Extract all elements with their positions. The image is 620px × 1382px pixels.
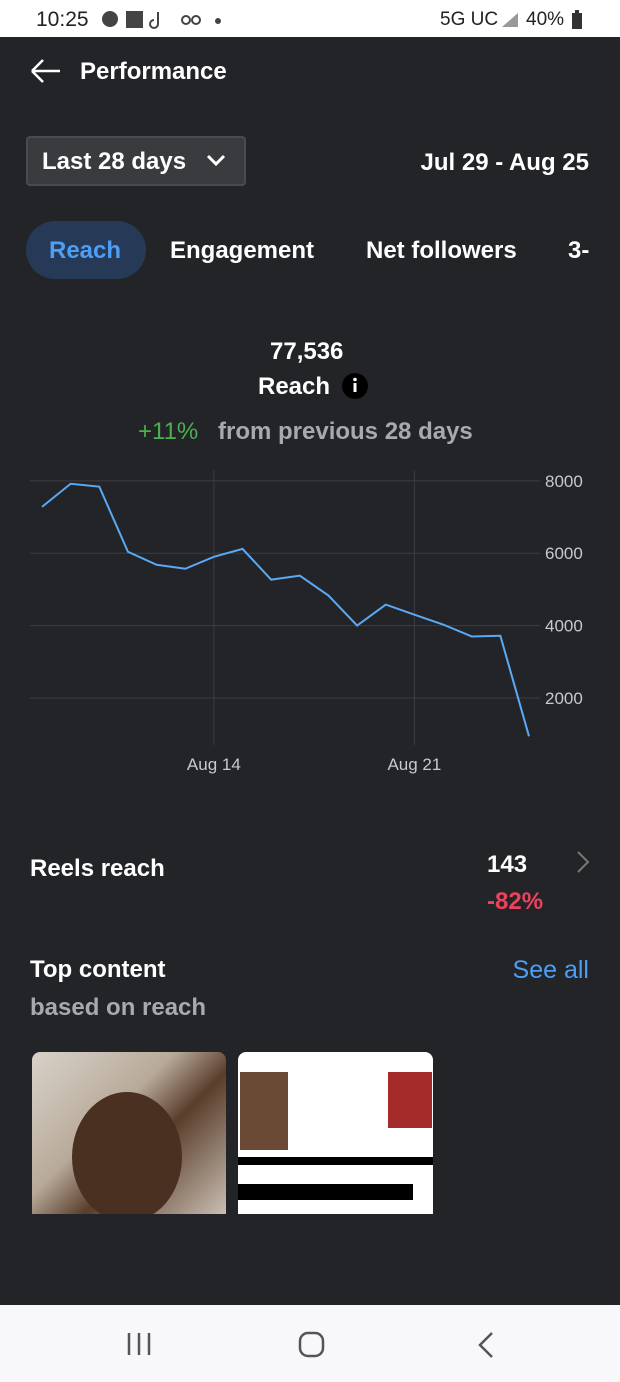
back[interactable] xyxy=(477,1331,495,1359)
thumbnail-photo xyxy=(240,1072,288,1150)
content-thumbnail[interactable] xyxy=(32,1052,226,1214)
time: 10:25 xyxy=(36,8,89,31)
notification-icons xyxy=(102,11,221,29)
reels-value: 143 xyxy=(487,851,528,878)
thumbnail-band xyxy=(238,1184,413,1200)
network: 5G UC xyxy=(440,9,499,30)
date-range: Jul 29 - Aug 25 xyxy=(420,149,590,176)
reach-value: 77,536 xyxy=(270,338,344,365)
thumbnail-band xyxy=(238,1157,433,1165)
chevron xyxy=(206,154,226,167)
reels-change: -82% xyxy=(487,888,544,915)
range-label: Last 28 days xyxy=(42,148,187,175)
page-title: Performance xyxy=(80,58,227,85)
top-content-title: Top content xyxy=(30,956,166,983)
chart: 2000 4000 6000 8000 Aug 14 Aug 21 xyxy=(30,470,583,774)
range-dropdown[interactable]: Last 28 days xyxy=(26,136,246,186)
see-all[interactable]: See all xyxy=(512,956,589,984)
x-tick-label: Aug 21 xyxy=(387,755,441,774)
change-text: from previous 28 days xyxy=(218,418,473,445)
reels-label: Reels reach xyxy=(30,855,165,882)
signal-icon xyxy=(502,13,518,27)
nav-bar xyxy=(0,1305,620,1382)
tab[interactable]: Engagement xyxy=(170,237,315,264)
back-button[interactable] xyxy=(30,58,62,84)
tab[interactable]: 3- xyxy=(568,237,590,264)
thumbnail-crest xyxy=(388,1072,432,1128)
y-tick-label: 6000 xyxy=(545,544,583,563)
thumbnail-figure xyxy=(72,1092,182,1214)
tab-active-bg xyxy=(26,221,146,279)
x-tick-label: Aug 14 xyxy=(187,755,241,774)
top-content-subtitle: based on reach xyxy=(30,994,207,1021)
home[interactable] xyxy=(298,1331,326,1359)
change: +11% xyxy=(138,418,199,445)
reach-label: Reach xyxy=(258,373,331,400)
line-series xyxy=(41,482,530,737)
y-tick-label: 2000 xyxy=(545,689,583,708)
reels-chevron[interactable] xyxy=(576,850,590,874)
tab[interactable]: Reach xyxy=(49,237,122,264)
y-tick-label: 4000 xyxy=(545,617,583,636)
status-bar: 10:25 5G UC 40% xyxy=(0,0,620,37)
y-tick-label: 8000 xyxy=(545,472,583,491)
info-icon[interactable] xyxy=(341,372,369,400)
battery-icon xyxy=(572,10,582,29)
content-thumbnail[interactable] xyxy=(238,1052,433,1214)
tab[interactable]: Net followers xyxy=(366,237,517,264)
recent-apps[interactable] xyxy=(126,1331,152,1357)
battery: 40% xyxy=(526,9,565,30)
